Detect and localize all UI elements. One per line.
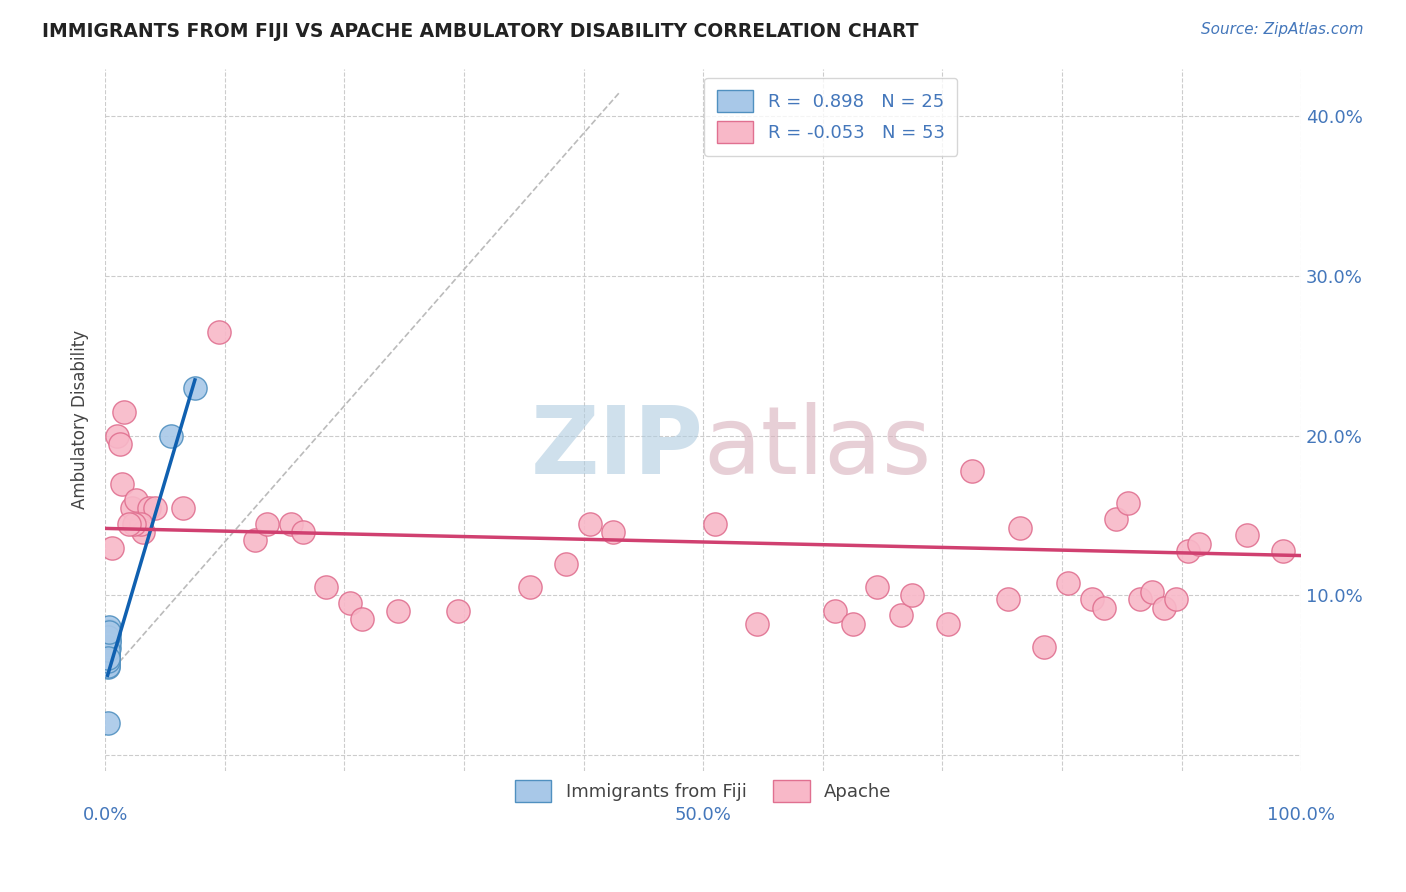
Point — [97, 654, 120, 668]
Point — [145, 500, 167, 515]
Point — [352, 612, 374, 626]
Point — [1272, 543, 1295, 558]
Point — [519, 581, 541, 595]
Point — [132, 524, 155, 539]
Y-axis label: Ambulatory Disability: Ambulatory Disability — [72, 330, 89, 509]
Point — [901, 589, 924, 603]
Point — [997, 591, 1019, 606]
Point — [1010, 521, 1032, 535]
Point — [172, 500, 194, 515]
Point — [1129, 591, 1152, 606]
Point — [1177, 543, 1199, 558]
Point — [602, 524, 624, 539]
Point — [97, 658, 120, 673]
Point — [97, 660, 120, 674]
Point — [125, 492, 148, 507]
Point — [97, 628, 120, 642]
Point — [554, 557, 576, 571]
Point — [97, 644, 120, 658]
Point — [578, 516, 600, 531]
Point — [97, 625, 120, 640]
Point — [97, 636, 120, 650]
Point — [1188, 537, 1211, 551]
Point — [1164, 591, 1187, 606]
Point — [121, 500, 143, 515]
Point — [208, 325, 231, 339]
Point — [97, 640, 120, 654]
Point — [101, 541, 124, 555]
Point — [97, 633, 120, 648]
Text: atlas: atlas — [703, 402, 931, 494]
Point — [704, 516, 727, 531]
Point — [841, 617, 863, 632]
Point — [97, 630, 120, 644]
Point — [865, 581, 887, 595]
Point — [97, 649, 120, 664]
Text: Source: ZipAtlas.com: Source: ZipAtlas.com — [1201, 22, 1364, 37]
Point — [1105, 512, 1128, 526]
Point — [824, 604, 846, 618]
Point — [387, 604, 409, 618]
Point — [97, 650, 120, 665]
Point — [1033, 640, 1056, 654]
Point — [97, 620, 120, 634]
Point — [97, 648, 120, 662]
Point — [1092, 601, 1115, 615]
Point — [1116, 496, 1139, 510]
Point — [1153, 601, 1175, 615]
Point — [447, 604, 470, 618]
Point — [97, 624, 120, 638]
Point — [97, 646, 120, 660]
Point — [108, 437, 131, 451]
Point — [97, 716, 120, 731]
Point — [97, 641, 120, 656]
Text: 0.0%: 0.0% — [83, 806, 128, 824]
Point — [315, 581, 337, 595]
Point — [129, 516, 152, 531]
Point — [97, 656, 120, 670]
Point — [97, 652, 120, 666]
Point — [291, 524, 314, 539]
Point — [243, 533, 266, 547]
Point — [160, 429, 183, 443]
Point — [97, 634, 120, 648]
Point — [122, 516, 145, 531]
Point — [184, 381, 207, 395]
Point — [1057, 575, 1080, 590]
Point — [936, 617, 959, 632]
Point — [105, 429, 128, 443]
Point — [256, 516, 278, 531]
Point — [138, 500, 160, 515]
Legend: Immigrants from Fiji, Apache: Immigrants from Fiji, Apache — [506, 772, 900, 812]
Text: 100.0%: 100.0% — [1267, 806, 1336, 824]
Point — [112, 405, 135, 419]
Point — [118, 516, 141, 531]
Point — [889, 607, 911, 622]
Text: 50.0%: 50.0% — [675, 806, 731, 824]
Point — [1140, 585, 1163, 599]
Text: IMMIGRANTS FROM FIJI VS APACHE AMBULATORY DISABILITY CORRELATION CHART: IMMIGRANTS FROM FIJI VS APACHE AMBULATOR… — [42, 22, 918, 41]
Point — [745, 617, 768, 632]
Point — [962, 464, 984, 478]
Text: ZIP: ZIP — [530, 402, 703, 494]
Point — [280, 516, 302, 531]
Point — [1236, 528, 1258, 542]
Point — [111, 476, 134, 491]
Point — [97, 632, 120, 646]
Point — [339, 597, 361, 611]
Point — [97, 642, 120, 657]
Point — [1081, 591, 1104, 606]
